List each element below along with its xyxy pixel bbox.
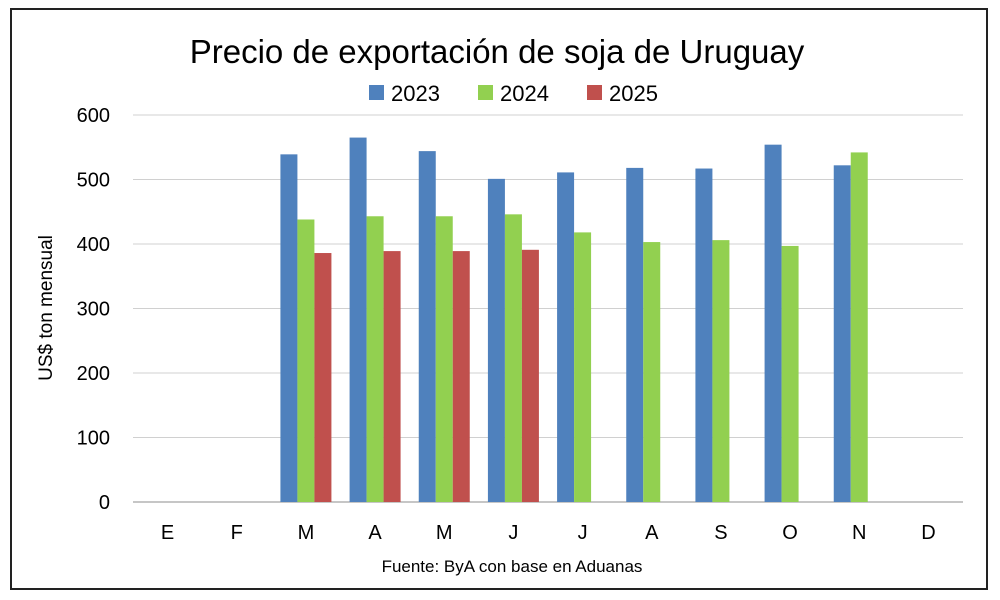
x-tick-label: D xyxy=(921,522,935,544)
chart-title: Precio de exportación de soja de Uruguay xyxy=(190,33,805,70)
x-tick-label: E xyxy=(161,522,174,544)
y-tick-label: 500 xyxy=(77,170,110,192)
bar-2023 xyxy=(280,154,298,502)
legend-label-2025: 2025 xyxy=(609,81,658,106)
chart-legend: 2023 2024 2025 xyxy=(369,81,658,106)
legend-swatch-2025 xyxy=(587,85,602,100)
bar-2024 xyxy=(781,245,799,502)
bar-2024 xyxy=(366,216,384,502)
bar-2024 xyxy=(435,216,453,502)
bar-2024 xyxy=(574,232,592,502)
x-tick-label: F xyxy=(231,522,243,544)
legend-swatch-2023 xyxy=(369,85,384,100)
bar-2024 xyxy=(850,152,868,502)
bar-2023 xyxy=(557,172,575,502)
bars xyxy=(280,137,868,503)
y-tick-label: 400 xyxy=(77,234,110,256)
y-tick-label: 200 xyxy=(77,363,110,385)
bar-2023 xyxy=(764,144,782,503)
legend-swatch-2024 xyxy=(478,85,493,100)
bar-2023 xyxy=(695,168,713,502)
bar-2025 xyxy=(383,251,401,502)
bar-2023 xyxy=(487,178,505,503)
y-axis-ticks: 0 100 200 300 400 500 600 xyxy=(77,105,110,514)
bar-2023 xyxy=(349,137,367,502)
y-tick-label: 0 xyxy=(99,492,110,514)
x-tick-label: A xyxy=(645,522,659,544)
gridlines xyxy=(133,114,963,503)
bar-2025 xyxy=(314,253,332,502)
x-tick-label: A xyxy=(368,522,382,544)
legend-label-2024: 2024 xyxy=(500,81,549,106)
x-tick-label: N xyxy=(852,522,866,544)
source-note: Fuente: ByA con base en Aduanas xyxy=(382,557,643,576)
y-axis-title: US$ ton mensual xyxy=(36,235,57,381)
x-tick-label: O xyxy=(782,522,798,544)
bar-2025 xyxy=(521,249,539,502)
x-tick-label: M xyxy=(298,522,315,544)
x-tick-label: M xyxy=(436,522,453,544)
bar-2023 xyxy=(833,165,851,502)
bar-2025 xyxy=(452,251,470,502)
legend-label-2023: 2023 xyxy=(391,81,440,106)
bar-2024 xyxy=(297,219,315,503)
bar-2023 xyxy=(626,167,644,502)
y-tick-label: 300 xyxy=(77,299,110,321)
bar-2023 xyxy=(418,151,436,502)
bar-2024 xyxy=(643,242,661,502)
bar-2024 xyxy=(504,214,522,502)
x-tick-label: J xyxy=(578,522,588,544)
x-tick-label: S xyxy=(714,522,727,544)
bar-2024 xyxy=(712,240,730,502)
y-tick-label: 600 xyxy=(77,105,110,127)
x-tick-label: J xyxy=(508,522,518,544)
y-tick-label: 100 xyxy=(77,428,110,450)
